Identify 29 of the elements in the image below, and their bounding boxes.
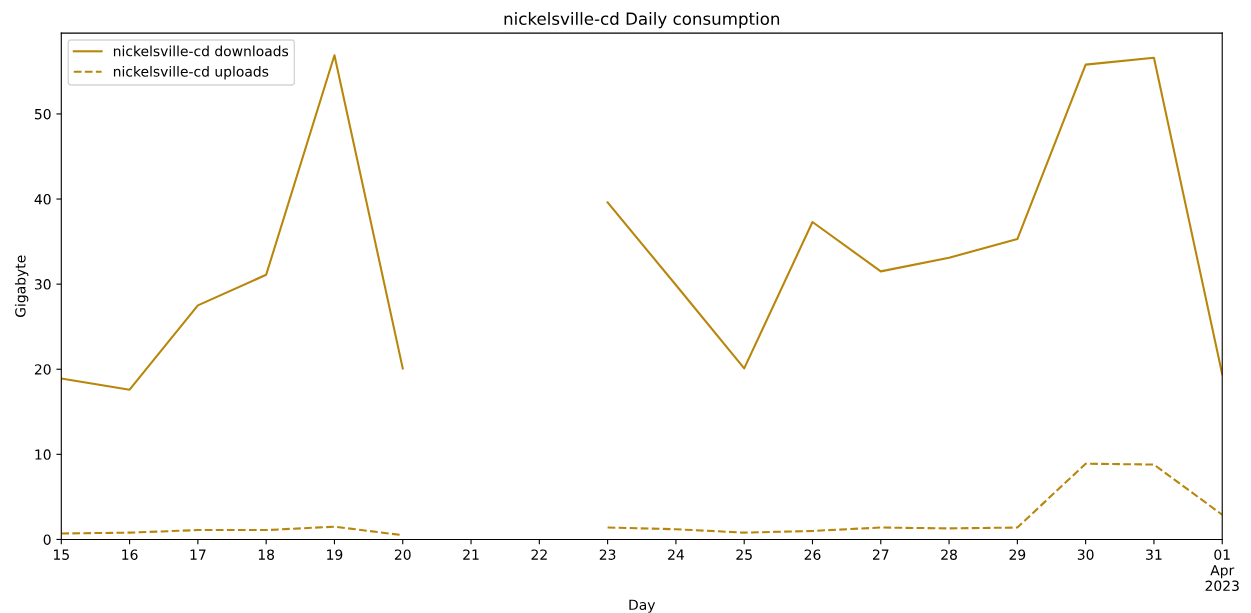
x-tick-label: 01 Apr 2023 — [1205, 549, 1239, 592]
x-tick-label: 16 — [122, 549, 138, 560]
y-tick-label: 30 — [34, 279, 51, 290]
chart-title: nickelsville-cd Daily consumption — [504, 12, 780, 29]
legend-label: nickelsville-cd downloads — [113, 45, 289, 57]
x-tick-label: 24 — [668, 549, 684, 560]
x-tick-label: 27 — [872, 549, 889, 560]
x-tick-label: 28 — [941, 549, 957, 560]
y-tick-label: 10 — [35, 449, 51, 460]
y-tick-label: 0 — [43, 534, 51, 545]
x-tick-label: 20 — [394, 549, 411, 560]
x-tick-label: 15 — [53, 549, 69, 560]
x-tick-label: 31 — [1146, 549, 1162, 560]
x-tick-label: 25 — [736, 549, 752, 560]
legend-label: nickelsville-cd uploads — [113, 65, 269, 80]
y-tick-label: 20 — [34, 364, 51, 375]
x-axis-title: Day — [629, 599, 656, 613]
x-tick-label: 29 — [1009, 549, 1026, 560]
x-tick-label: 26 — [804, 549, 821, 560]
x-tick-label: 30 — [1077, 549, 1094, 560]
x-tick-label: 22 — [531, 549, 547, 560]
x-tick-label: 23 — [599, 549, 616, 560]
x-tick-label: 18 — [258, 549, 275, 560]
x-tick-label: 19 — [327, 549, 343, 560]
x-tick-label: 17 — [190, 549, 206, 560]
y-tick-label: 50 — [34, 108, 51, 120]
x-tick-label: 21 — [463, 549, 479, 560]
y-axis-title: Gigabyte — [14, 255, 29, 317]
y-tick-label: 40 — [34, 194, 51, 205]
